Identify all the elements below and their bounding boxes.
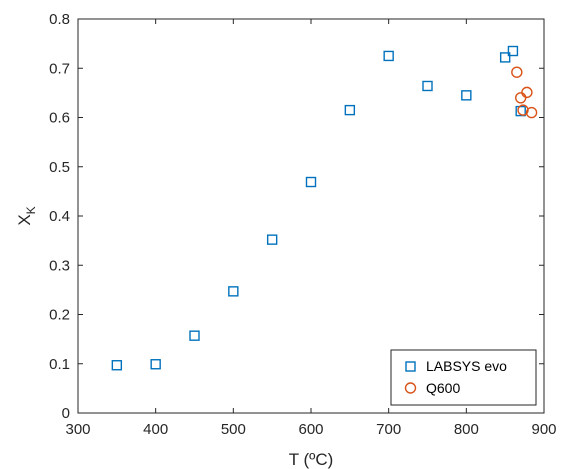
axes: 300 400 500 600 700 800 900 0 0.1 0.2 0.3 0.4 0.5 0.6… — [49, 11, 556, 438]
plot-frame — [77, 18, 545, 414]
y-tick-label: 0 — [62, 405, 70, 422]
x-tick-label: 400 — [143, 421, 168, 438]
point-labsys-evo — [305, 176, 317, 188]
x-tick-label: 900 — [531, 421, 556, 438]
y-axis-label-subscript: K — [24, 206, 38, 214]
y-tick-label: 0.1 — [49, 356, 70, 373]
point-labsys-evo — [507, 45, 519, 57]
point-labsys-evo — [515, 105, 526, 117]
point-q600 — [511, 66, 523, 78]
y-tick-label: 0.3 — [49, 257, 70, 274]
x-tick-label: 500 — [221, 421, 246, 438]
legend: LABSYS evo Q600 — [390, 349, 537, 406]
y-tick-label: 0.7 — [49, 60, 70, 77]
point-q600 — [521, 86, 533, 99]
point-labsys-evo — [266, 234, 278, 245]
point-labsys-evo — [189, 330, 200, 341]
x-tick-label: 800 — [454, 421, 479, 438]
y-tick-label: 0.6 — [49, 110, 70, 127]
data-marks — [111, 45, 538, 371]
point-labsys-evo — [383, 50, 394, 62]
x-tick-label: 700 — [376, 421, 401, 438]
y-axis-label-main: X — [15, 214, 34, 225]
x-tick-label: 600 — [298, 421, 323, 438]
point-labsys-evo — [499, 52, 511, 63]
legend-label-labsys-evo: LABSYS evo — [426, 358, 507, 374]
point-labsys-evo — [228, 286, 239, 297]
y-tick-label: 0.4 — [49, 208, 70, 225]
y-axis-label: XK — [15, 206, 38, 225]
legend-box — [390, 349, 537, 406]
point-labsys-evo — [422, 80, 433, 92]
x-axis-label: T (ºC) — [289, 450, 334, 469]
point-labsys-evo — [461, 90, 472, 101]
legend-marker-labsys-evo — [405, 361, 416, 372]
svg-text:XK: XK — [15, 206, 38, 225]
point-labsys-evo — [344, 104, 356, 116]
legend-marker-q600 — [404, 382, 417, 394]
point-labsys-evo — [150, 359, 161, 370]
x-tick-label: 300 — [65, 421, 90, 438]
legend-label-q600: Q600 — [426, 380, 460, 396]
point-q600 — [525, 106, 538, 119]
point-labsys-evo — [111, 360, 123, 371]
y-tick-label: 0.8 — [49, 11, 70, 28]
y-tick-label: 0.5 — [49, 159, 70, 176]
y-tick-label: 0.2 — [49, 307, 70, 324]
plot-area — [78, 19, 544, 413]
